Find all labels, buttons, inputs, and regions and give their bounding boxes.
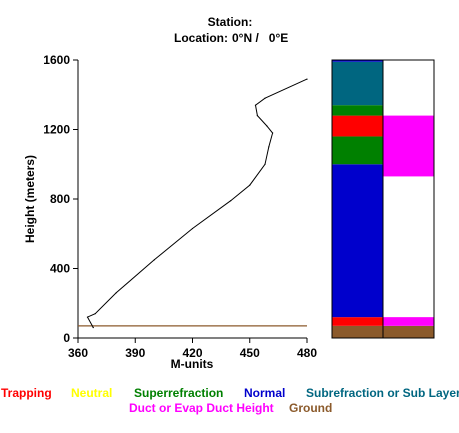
legend-duct: Duct or Evap Duct Height xyxy=(129,401,274,415)
x-axis-label: M-units xyxy=(171,357,214,371)
right-column-segment xyxy=(383,115,434,177)
y-tick-label: 0 xyxy=(63,331,70,345)
series-point xyxy=(86,316,89,318)
series-point xyxy=(268,146,270,148)
y-tick-label: 1200 xyxy=(43,123,70,137)
y-tick-label: 1600 xyxy=(43,53,70,67)
left-column-segment xyxy=(332,105,383,116)
series-point xyxy=(94,313,96,315)
legend-neutral: Neutral xyxy=(71,386,112,400)
legend-ground: Ground xyxy=(289,401,332,415)
series-point xyxy=(256,115,258,117)
x-tick-label: 450 xyxy=(240,346,260,360)
series-point xyxy=(254,104,257,106)
series-point xyxy=(230,200,232,202)
location-value: 0°N / 0°E xyxy=(232,31,288,45)
y-tick-label: 800 xyxy=(50,192,70,206)
legend-normal: Normal xyxy=(244,386,285,400)
left-column-segment xyxy=(332,61,383,106)
legend: Trapping Neutral Superrefraction Normal … xyxy=(1,386,459,415)
series-point xyxy=(115,292,117,294)
series-point xyxy=(306,78,308,80)
station-label: Station: xyxy=(208,15,253,29)
series-point xyxy=(264,163,266,165)
left-column-segment xyxy=(332,136,383,165)
plot-area xyxy=(78,78,308,329)
series-point xyxy=(266,125,268,127)
x-tick-label: 420 xyxy=(182,346,202,360)
left-column-segment xyxy=(332,317,383,326)
x-tick-label: 360 xyxy=(68,346,88,360)
left-column-segment xyxy=(332,115,383,137)
location-label: Location: xyxy=(174,31,228,45)
y-tick-label: 400 xyxy=(50,262,70,276)
series-point xyxy=(191,227,194,230)
legend-trapping: Trapping xyxy=(1,386,52,400)
profile-bars xyxy=(331,59,435,339)
x-tick-label: 480 xyxy=(297,346,317,360)
left-column-segment xyxy=(332,60,383,62)
y-ticks: 0 400 800 1200 1600 xyxy=(43,53,78,345)
left-column-segment xyxy=(332,164,383,318)
right-column-background xyxy=(383,60,434,338)
series-point xyxy=(272,132,274,134)
x-tick-label: 390 xyxy=(125,346,145,360)
legend-subrefraction: Subrefraction or Sub Layer xyxy=(306,386,459,400)
legend-superrefraction: Superrefraction xyxy=(134,386,223,400)
series-point xyxy=(92,326,94,329)
right-column-segment xyxy=(383,325,434,338)
series-line xyxy=(86,78,308,328)
series-point xyxy=(264,97,266,99)
right-column-segment xyxy=(383,317,434,326)
left-column-segment xyxy=(332,325,383,338)
x-ticks: 360 390 420 450 480 xyxy=(68,338,317,360)
y-axis-label: Height (meters) xyxy=(23,155,37,243)
series-point xyxy=(249,184,251,186)
right-column-border xyxy=(382,59,435,339)
series-point xyxy=(153,259,155,261)
